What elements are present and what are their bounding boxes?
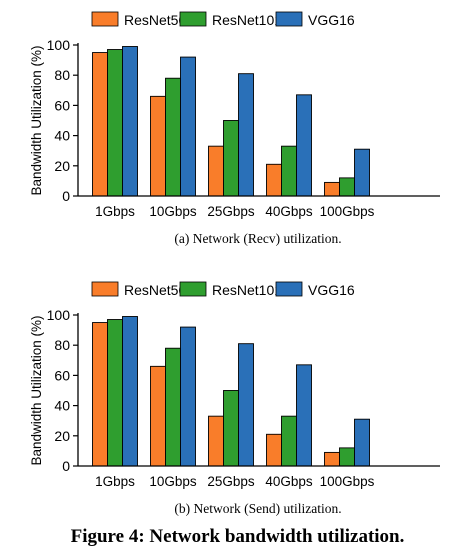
x-tick-label: 100Gbps <box>320 474 375 489</box>
bar <box>354 148 370 197</box>
bar <box>180 56 196 197</box>
bar <box>223 390 239 467</box>
bar <box>324 181 340 197</box>
bar <box>107 49 123 197</box>
legend-label: ResNet50 <box>124 12 186 28</box>
bar <box>122 316 138 467</box>
x-tick-label: 1Gbps <box>95 204 135 219</box>
bar <box>150 95 166 197</box>
bar <box>122 46 138 197</box>
bar <box>324 451 340 467</box>
bar <box>281 145 297 197</box>
y-tick-label: 80 <box>54 337 70 353</box>
bar <box>296 94 312 197</box>
legend-label: ResNet50 <box>124 282 186 298</box>
x-tick-label: 10Gbps <box>149 204 197 219</box>
bar <box>208 145 224 197</box>
bar <box>354 418 370 467</box>
y-axis-label: Bandwidth Utilization (%) <box>29 45 44 195</box>
x-tick-label: 25Gbps <box>207 474 255 489</box>
legend-swatch-resnet50 <box>91 281 119 297</box>
bar <box>107 319 123 467</box>
bar <box>266 433 282 467</box>
bar <box>223 120 239 197</box>
y-tick-label: 0 <box>62 458 70 474</box>
y-tick-label: 40 <box>54 128 70 144</box>
legend-swatch-resnet101 <box>179 11 207 27</box>
bar <box>180 326 196 467</box>
y-tick-label: 40 <box>54 398 70 414</box>
bar <box>165 77 181 197</box>
y-tick-label: 80 <box>54 67 70 83</box>
y-tick-label: 100 <box>47 307 71 323</box>
bar <box>150 365 166 467</box>
legend-label: ResNet101 <box>212 282 282 298</box>
legend-label: VGG16 <box>308 282 355 298</box>
y-tick-label: 0 <box>62 188 70 204</box>
y-tick-label: 60 <box>54 97 70 113</box>
legend-swatch-vgg16 <box>275 11 303 27</box>
bar <box>238 343 254 467</box>
legend-swatch-vgg16 <box>275 281 303 297</box>
legend-swatch-resnet101 <box>179 281 207 297</box>
figure-caption: Figure 4: Network bandwidth utilization. <box>70 526 405 547</box>
y-tick-label: 20 <box>54 158 70 174</box>
legend-swatch-resnet50 <box>91 11 119 27</box>
subfigure-caption: (a) Network (Recv) utilization. <box>174 231 341 246</box>
y-tick-label: 20 <box>54 428 70 444</box>
legend-label: ResNet101 <box>212 12 282 28</box>
bar <box>339 447 355 467</box>
x-tick-label: 100Gbps <box>320 204 375 219</box>
x-tick-label: 1Gbps <box>95 474 135 489</box>
chart-recv: ResNet50 ResNet101 VGG16 1Gbps 10Gbps 25Gbps 4… <box>29 11 440 246</box>
x-tick-label: 25Gbps <box>207 204 255 219</box>
bar <box>238 73 254 197</box>
x-tick-label: 40Gbps <box>265 204 313 219</box>
bar <box>339 177 355 197</box>
bar <box>92 52 108 197</box>
y-axis-label: Bandwidth Utilization (%) <box>29 315 44 465</box>
subfigure-caption: (b) Network (Send) utilization. <box>174 501 341 516</box>
bar <box>281 415 297 467</box>
legend-label: VGG16 <box>308 12 355 28</box>
bar <box>266 163 282 197</box>
y-tick-label: 60 <box>54 367 70 383</box>
bar <box>92 322 108 467</box>
chart-send: ResNet50 ResNet101 VGG16 1Gbps 10Gbps 25Gbps 4… <box>29 281 440 516</box>
bar <box>165 347 181 467</box>
y-tick-label: 100 <box>47 37 71 53</box>
x-tick-label: 40Gbps <box>265 474 313 489</box>
bar <box>208 415 224 467</box>
x-tick-label: 10Gbps <box>149 474 197 489</box>
bar <box>296 364 312 467</box>
